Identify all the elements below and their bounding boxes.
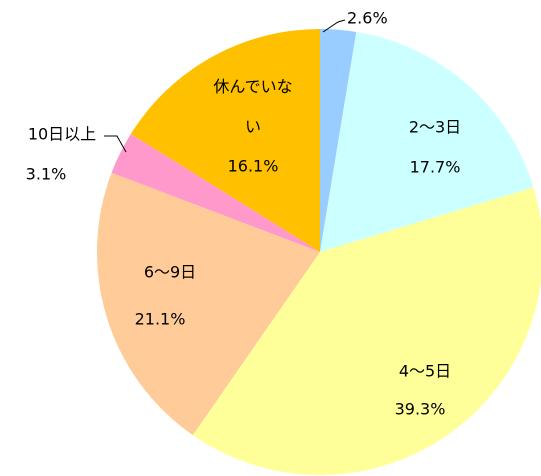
- pie-slice: [320, 31, 534, 252]
- value-label: 17.7%: [410, 158, 461, 177]
- leader-line: [104, 135, 127, 153]
- category-label: 4〜5日: [399, 362, 451, 381]
- leader-line: [322, 19, 346, 33]
- pie-slice: [96, 172, 321, 436]
- category-label-box: 休んでいない: [213, 77, 293, 136]
- value-label: 3.1%: [26, 165, 67, 184]
- pie-slice: [111, 133, 320, 252]
- category-label: 6〜9日: [144, 263, 196, 282]
- value-label: 2.6%: [347, 9, 388, 28]
- value-label: 39.3%: [395, 400, 446, 419]
- value-label: 16.1%: [228, 157, 279, 176]
- value-label: 21.1%: [135, 310, 186, 329]
- pie-slice: [320, 29, 357, 252]
- category-label: 2〜3日: [409, 118, 461, 137]
- pie-slice: [130, 29, 320, 252]
- category-label: 10日以上: [28, 125, 96, 144]
- category-label: 休んでいない: [213, 77, 293, 136]
- pie-slice: [192, 187, 541, 475]
